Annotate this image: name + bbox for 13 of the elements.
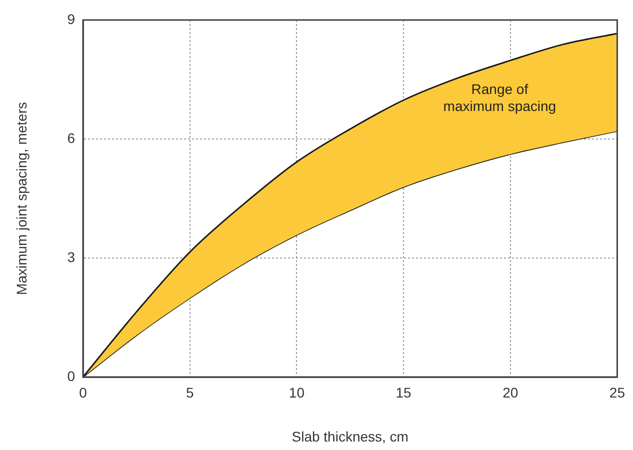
- x-axis-title: Slab thickness, cm: [292, 428, 408, 444]
- y-tick-label: 0: [67, 368, 76, 384]
- x-tick-label: 15: [396, 384, 412, 400]
- x-tick-label: 20: [502, 384, 518, 400]
- y-axis-title: Maximum joint spacing, meters: [13, 102, 30, 295]
- x-tick-label: 0: [79, 384, 88, 400]
- y-tick-label: 9: [67, 10, 76, 27]
- x-tick-label: 5: [186, 384, 194, 400]
- y-tick-label: 3: [67, 248, 76, 265]
- x-tick-label: 10: [288, 384, 305, 400]
- annotation: Range of maximum spacing: [443, 80, 556, 114]
- y-tick-label: 6: [67, 130, 76, 146]
- x-tick-label: 25: [609, 384, 626, 400]
